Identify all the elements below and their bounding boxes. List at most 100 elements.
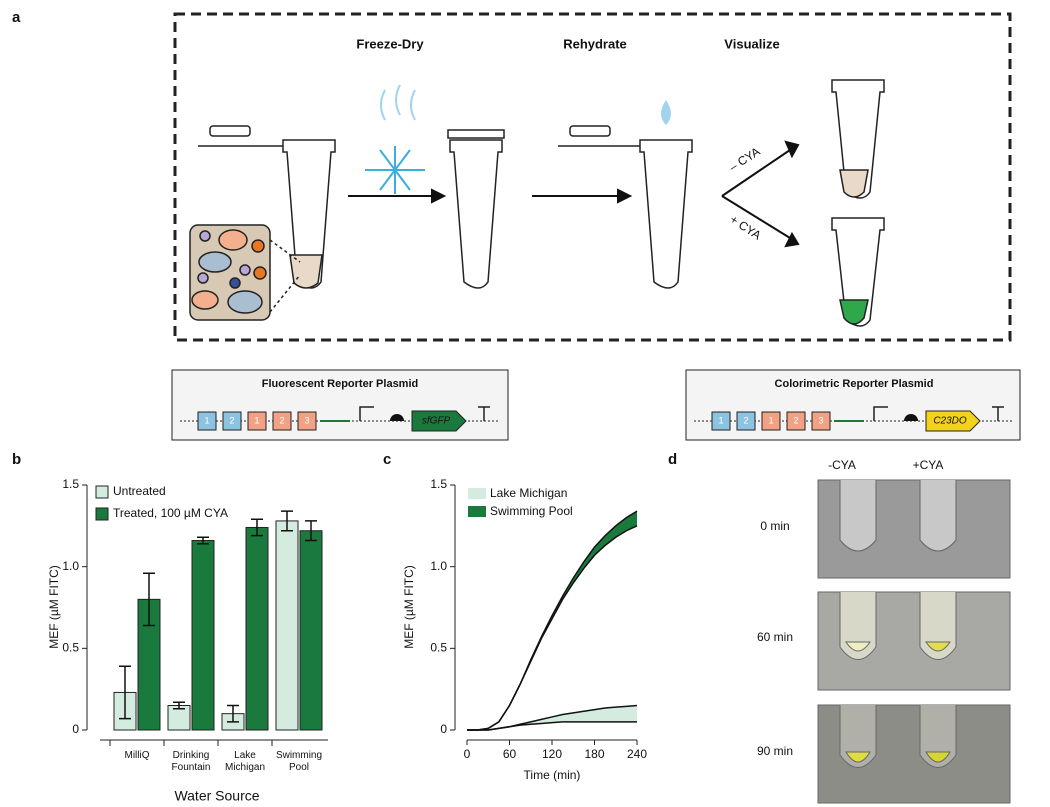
operator-label: 1 bbox=[768, 415, 773, 425]
step-label: Rehydrate bbox=[563, 36, 627, 51]
x-tick-label: Drinking Fountain bbox=[171, 750, 211, 773]
operator-label: 3 bbox=[304, 415, 309, 425]
bar bbox=[299, 530, 323, 731]
reporter-gene bbox=[925, 410, 981, 432]
band-edge bbox=[467, 510, 638, 731]
operator-label: 2 bbox=[743, 415, 748, 425]
panel-label: d bbox=[668, 451, 677, 468]
promoter bbox=[873, 406, 888, 421]
operator-label: 2 bbox=[229, 415, 234, 425]
reporter-label: C23DO bbox=[933, 416, 967, 427]
terminator bbox=[478, 406, 490, 421]
x-tick-label: 60 bbox=[503, 747, 517, 761]
bar bbox=[191, 540, 215, 731]
schematic-frame bbox=[173, 12, 1012, 342]
error-bar bbox=[305, 520, 317, 542]
y-tick-label: 0 bbox=[440, 722, 447, 736]
band-edge bbox=[467, 704, 638, 731]
arrows bbox=[348, 140, 800, 248]
operator-label: 2 bbox=[793, 415, 798, 425]
promoter bbox=[359, 406, 374, 421]
reporter-gene bbox=[411, 410, 467, 432]
legend-swatch bbox=[468, 488, 486, 499]
panel-label: c bbox=[383, 451, 391, 468]
operator-part bbox=[811, 411, 831, 431]
error-bar bbox=[173, 701, 185, 710]
operator-part bbox=[197, 411, 217, 431]
x-tick-label: 180 bbox=[584, 747, 604, 761]
y-tick-label: 1.0 bbox=[430, 559, 447, 573]
operator-part bbox=[247, 411, 267, 431]
photo-row: 0 min bbox=[760, 519, 789, 533]
y-axis-label: MEF (µM FITC) bbox=[402, 565, 416, 649]
x-axis-label: Water Source bbox=[174, 788, 259, 804]
operator-label: 1 bbox=[254, 415, 259, 425]
x-tick-label: 120 bbox=[542, 747, 562, 761]
y-tick-label: 0 bbox=[72, 722, 79, 736]
operator-label: 3 bbox=[818, 415, 823, 425]
operator-part bbox=[736, 411, 756, 431]
x-axis-label: Time (min) bbox=[524, 768, 581, 782]
photo-row: 90 min bbox=[757, 744, 793, 758]
x-tick-label: Swimming Pool bbox=[275, 750, 323, 773]
reporter-label: sfGFP bbox=[422, 416, 451, 427]
operator-label: 2 bbox=[279, 415, 284, 425]
x-tick-label: MilliQ bbox=[124, 750, 150, 761]
error-bar bbox=[281, 510, 293, 532]
y-tick-label: 1.5 bbox=[430, 477, 447, 491]
x-tick-label: 0 bbox=[464, 747, 471, 761]
step-label: Freeze-Dry bbox=[356, 36, 424, 51]
plasmid-title: Fluorescent Reporter Plasmid bbox=[262, 378, 419, 390]
operator-part bbox=[761, 411, 781, 431]
legend-label: Swimming Pool bbox=[490, 504, 573, 518]
band-area bbox=[467, 511, 637, 730]
x-tick-label: 240 bbox=[627, 747, 647, 761]
rbs bbox=[904, 414, 918, 421]
plasmid-title: Colorimetric Reporter Plasmid bbox=[775, 378, 934, 390]
rbs bbox=[390, 414, 404, 421]
y-tick-label: 0.5 bbox=[62, 641, 79, 655]
y-tick-label: 1.0 bbox=[62, 559, 79, 573]
error-bar bbox=[251, 518, 263, 537]
operator-part bbox=[711, 411, 731, 431]
tube-start bbox=[189, 125, 336, 321]
operator-part bbox=[222, 411, 242, 431]
photo-column: -CYA bbox=[828, 458, 856, 472]
branch-label: + CYA bbox=[727, 212, 763, 242]
operator-part bbox=[272, 411, 292, 431]
terminator bbox=[992, 406, 1004, 421]
operator-part bbox=[786, 411, 806, 431]
error-bar bbox=[119, 665, 131, 720]
y-tick-label: 0.5 bbox=[430, 641, 447, 655]
legend-label: Lake Michigan bbox=[490, 486, 567, 500]
legend-swatch bbox=[468, 506, 486, 517]
error-bar bbox=[197, 536, 209, 545]
panel-label: a bbox=[12, 9, 21, 26]
tubes bbox=[447, 79, 885, 327]
legend-swatch bbox=[95, 507, 109, 521]
photo-column: +CYA bbox=[913, 458, 944, 472]
y-tick-label: 1.5 bbox=[62, 477, 79, 491]
band-edge bbox=[467, 525, 638, 731]
band-area bbox=[467, 705, 637, 730]
legend-swatch bbox=[95, 485, 109, 499]
y-axis-label: MEF (µM FITC) bbox=[47, 565, 61, 649]
freeze-icon bbox=[365, 84, 425, 194]
bar bbox=[245, 526, 269, 731]
operator-label: 1 bbox=[204, 415, 209, 425]
legend-label: Treated, 100 µM CYA bbox=[113, 506, 228, 520]
photo-row: 60 min bbox=[757, 630, 793, 644]
x-tick-label: Lake Michigan bbox=[224, 750, 266, 773]
branch-label: – CYA bbox=[727, 144, 763, 174]
panel-label: b bbox=[12, 451, 21, 468]
error-bar bbox=[143, 572, 155, 627]
bar bbox=[275, 520, 299, 731]
error-bar bbox=[227, 704, 239, 723]
operator-part bbox=[297, 411, 317, 431]
legend-label: Untreated bbox=[113, 484, 166, 498]
photo-panels bbox=[817, 479, 1011, 804]
step-label: Visualize bbox=[724, 36, 779, 51]
operator-label: 1 bbox=[718, 415, 723, 425]
